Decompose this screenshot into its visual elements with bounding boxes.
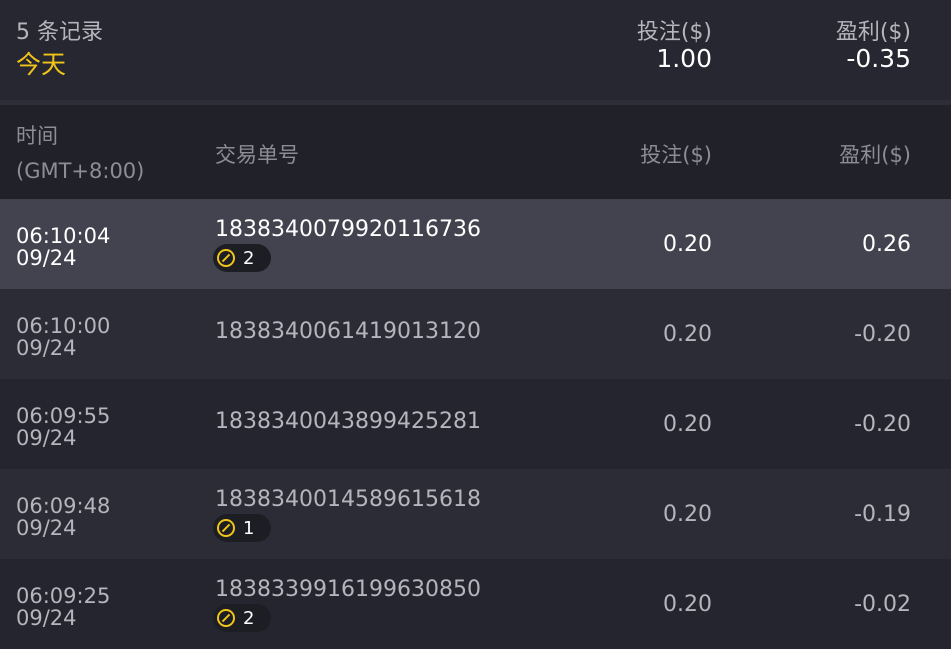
badge-count: 2 bbox=[243, 247, 255, 269]
free-game-badge: 2 bbox=[213, 604, 271, 632]
table-row[interactable]: 06:09:55 09/24 1838340043899425281 0.20 -… bbox=[0, 379, 951, 469]
row-profit: -0.19 bbox=[854, 502, 911, 527]
coin-icon bbox=[217, 249, 235, 267]
col-id: 交易单号 bbox=[215, 143, 299, 167]
period-filter[interactable]: 今天 bbox=[16, 50, 67, 79]
bet-total: 1.00 bbox=[656, 44, 712, 73]
table-row[interactable]: 06:09:48 09/24 1838340014589615618 1 0.20… bbox=[0, 469, 951, 559]
row-id: 1838340043899425281 bbox=[215, 409, 481, 434]
row-time: 06:09:48 09/24 bbox=[16, 494, 111, 540]
row-id: 1838339916199630850 bbox=[215, 577, 481, 602]
col-time: 时间 bbox=[16, 124, 58, 148]
row-bet: 0.20 bbox=[663, 412, 712, 437]
row-time: 06:10:04 09/24 bbox=[16, 224, 111, 270]
row-id: 1838340014589615618 bbox=[215, 487, 481, 512]
row-bet: 0.20 bbox=[663, 322, 712, 347]
table-row[interactable]: 06:10:04 09/24 1838340079920116736 2 0.20… bbox=[0, 199, 951, 289]
row-bet: 0.20 bbox=[663, 232, 712, 257]
row-profit: 0.26 bbox=[862, 232, 911, 257]
badge-count: 2 bbox=[243, 607, 255, 629]
row-profit: -0.20 bbox=[854, 322, 911, 347]
profit-total-label: 盈利($) bbox=[835, 20, 911, 45]
table-row[interactable]: 06:09:25 09/24 1838339916199630850 2 0.20… bbox=[0, 559, 951, 649]
free-game-badge: 2 bbox=[213, 244, 271, 272]
row-id: 1838340061419013120 bbox=[215, 319, 481, 344]
bet-total-label: 投注($) bbox=[636, 20, 712, 45]
col-profit: 盈利($) bbox=[839, 143, 911, 167]
coin-icon bbox=[217, 519, 235, 537]
coin-icon bbox=[217, 609, 235, 627]
row-profit: -0.02 bbox=[854, 592, 911, 617]
free-game-badge: 1 bbox=[213, 514, 271, 542]
row-id: 1838340079920116736 bbox=[215, 217, 481, 242]
row-time: 06:09:25 09/24 bbox=[16, 584, 111, 630]
profit-total: -0.35 bbox=[846, 44, 911, 73]
badge-count: 1 bbox=[243, 517, 255, 539]
table-header: 时间 (GMT+8:00) 交易单号 投注($) 盈利($) bbox=[0, 105, 951, 199]
col-timezone: (GMT+8:00) bbox=[16, 159, 145, 183]
row-bet: 0.20 bbox=[663, 502, 712, 527]
table-body: 06:10:04 09/24 1838340079920116736 2 0.20… bbox=[0, 199, 951, 649]
table-row[interactable]: 06:10:00 09/24 1838340061419013120 0.20 -… bbox=[0, 289, 951, 379]
row-time: 06:10:00 09/24 bbox=[16, 314, 111, 360]
summary-bar: 5 条记录 今天 投注($) 1.00 盈利($) -0.35 bbox=[0, 0, 951, 105]
col-bet: 投注($) bbox=[640, 143, 712, 167]
record-count: 5 条记录 bbox=[16, 20, 103, 45]
row-bet: 0.20 bbox=[663, 592, 712, 617]
row-time: 06:09:55 09/24 bbox=[16, 404, 111, 450]
row-profit: -0.20 bbox=[854, 412, 911, 437]
